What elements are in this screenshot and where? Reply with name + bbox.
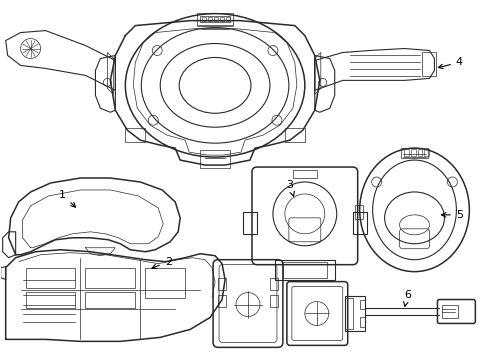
Bar — [197, 13, 233, 24]
Bar — [424, 149, 429, 156]
Bar — [411, 149, 416, 156]
Bar — [417, 149, 422, 156]
Text: 4: 4 — [439, 58, 463, 69]
Bar — [220, 17, 224, 21]
Bar — [25, 292, 75, 307]
Bar — [218, 294, 226, 306]
Text: 3: 3 — [286, 180, 294, 196]
Text: 6: 6 — [404, 289, 411, 306]
Bar — [243, 212, 257, 234]
Text: 5: 5 — [441, 210, 463, 220]
Bar — [200, 15, 230, 22]
Bar — [422, 53, 437, 76]
Bar — [353, 212, 367, 234]
Bar — [355, 205, 363, 219]
Bar — [283, 262, 327, 278]
Bar — [25, 268, 75, 288]
Bar — [285, 128, 305, 142]
Bar — [200, 150, 230, 168]
Bar — [145, 268, 185, 298]
Bar — [404, 149, 409, 156]
Bar — [226, 17, 230, 21]
Bar — [360, 318, 365, 328]
Bar — [442, 305, 458, 319]
Bar — [208, 17, 212, 21]
Bar — [218, 278, 226, 289]
Text: 1: 1 — [59, 190, 75, 207]
Bar — [360, 300, 365, 310]
Bar — [345, 298, 353, 329]
Bar — [270, 278, 278, 289]
Bar — [85, 292, 135, 307]
Text: 2: 2 — [152, 257, 172, 269]
Bar — [214, 17, 218, 21]
Bar — [275, 260, 335, 280]
Bar — [400, 148, 428, 158]
Bar — [85, 268, 135, 288]
Bar — [270, 294, 278, 306]
Bar — [125, 128, 145, 142]
Bar — [202, 17, 206, 21]
Bar — [293, 170, 317, 178]
Bar — [345, 296, 365, 332]
